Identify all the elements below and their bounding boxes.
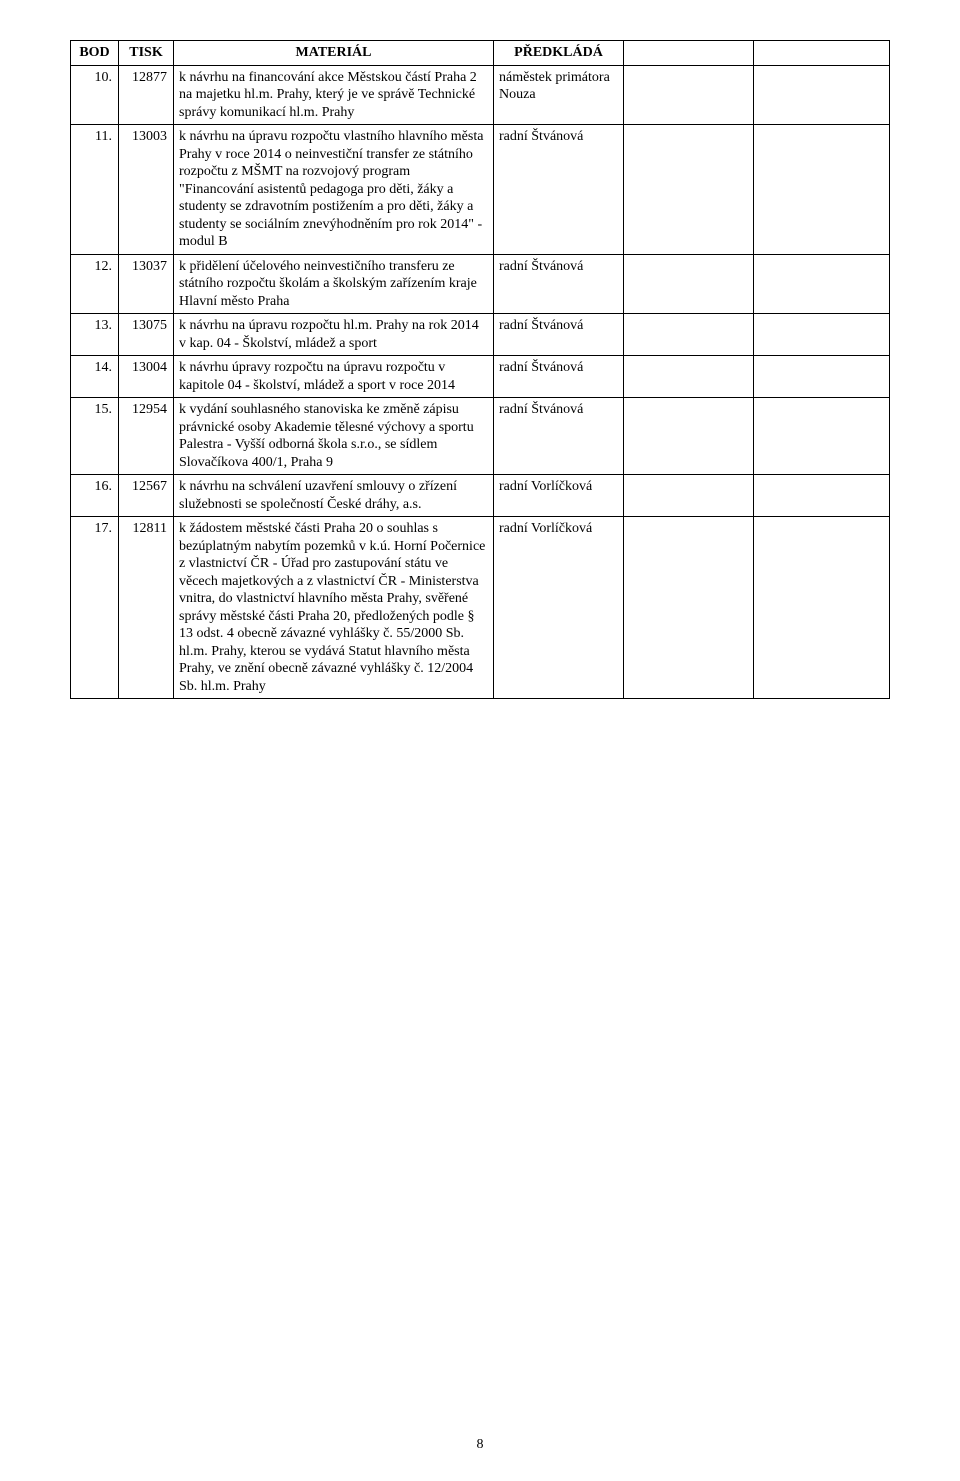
cell-empty	[754, 125, 890, 255]
col-header-tisk: TISK	[119, 41, 174, 66]
cell-material: k návrhu na financování akce Městskou čá…	[174, 65, 494, 125]
cell-material: k vydání souhlasného stanoviska ke změně…	[174, 398, 494, 475]
cell-tisk: 12811	[119, 517, 174, 699]
table-row: 14. 13004 k návrhu úpravy rozpočtu na úp…	[71, 356, 890, 398]
cell-tisk: 13004	[119, 356, 174, 398]
cell-empty	[624, 125, 754, 255]
cell-bod: 15.	[71, 398, 119, 475]
cell-bod: 13.	[71, 314, 119, 356]
cell-empty	[754, 254, 890, 314]
table-row: 11. 13003 k návrhu na úpravu rozpočtu vl…	[71, 125, 890, 255]
cell-empty	[754, 314, 890, 356]
cell-empty	[624, 65, 754, 125]
cell-tisk: 13003	[119, 125, 174, 255]
col-header-predklada: PŘEDKLÁDÁ	[494, 41, 624, 66]
cell-tisk: 13037	[119, 254, 174, 314]
cell-predklada: radní Štvánová	[494, 398, 624, 475]
cell-material: k návrhu na úpravu rozpočtu hl.m. Prahy …	[174, 314, 494, 356]
col-header-empty-1	[624, 41, 754, 66]
cell-predklada: radní Štvánová	[494, 356, 624, 398]
table-header-row: BOD TISK MATERIÁL PŘEDKLÁDÁ	[71, 41, 890, 66]
cell-predklada: náměstek primátora Nouza	[494, 65, 624, 125]
cell-empty	[624, 254, 754, 314]
cell-tisk: 12954	[119, 398, 174, 475]
cell-empty	[754, 398, 890, 475]
cell-empty	[754, 517, 890, 699]
cell-empty	[624, 475, 754, 517]
cell-material: k žádostem městské části Praha 20 o souh…	[174, 517, 494, 699]
cell-tisk: 12877	[119, 65, 174, 125]
agenda-table: BOD TISK MATERIÁL PŘEDKLÁDÁ 10. 12877 k …	[70, 40, 890, 699]
cell-bod: 16.	[71, 475, 119, 517]
table-row: 15. 12954 k vydání souhlasného stanovisk…	[71, 398, 890, 475]
cell-material: k návrhu úpravy rozpočtu na úpravu rozpo…	[174, 356, 494, 398]
cell-tisk: 12567	[119, 475, 174, 517]
cell-bod: 10.	[71, 65, 119, 125]
cell-predklada: radní Vorlíčková	[494, 475, 624, 517]
page-number: 8	[0, 1437, 960, 1453]
cell-material: k návrhu na schválení uzavření smlouvy o…	[174, 475, 494, 517]
col-header-material: MATERIÁL	[174, 41, 494, 66]
cell-bod: 12.	[71, 254, 119, 314]
cell-empty	[624, 398, 754, 475]
cell-material: k návrhu na úpravu rozpočtu vlastního hl…	[174, 125, 494, 255]
cell-bod: 17.	[71, 517, 119, 699]
table-row: 17. 12811 k žádostem městské části Praha…	[71, 517, 890, 699]
cell-predklada: radní Štvánová	[494, 254, 624, 314]
cell-empty	[624, 356, 754, 398]
cell-predklada: radní Štvánová	[494, 314, 624, 356]
cell-empty	[754, 65, 890, 125]
cell-bod: 14.	[71, 356, 119, 398]
cell-bod: 11.	[71, 125, 119, 255]
table-row: 16. 12567 k návrhu na schválení uzavření…	[71, 475, 890, 517]
cell-empty	[754, 356, 890, 398]
col-header-empty-2	[754, 41, 890, 66]
col-header-bod: BOD	[71, 41, 119, 66]
table-row: 10. 12877 k návrhu na financování akce M…	[71, 65, 890, 125]
cell-empty	[624, 517, 754, 699]
cell-material: k přidělení účelového neinvestičního tra…	[174, 254, 494, 314]
cell-predklada: radní Vorlíčková	[494, 517, 624, 699]
document-page: BOD TISK MATERIÁL PŘEDKLÁDÁ 10. 12877 k …	[0, 0, 960, 1481]
cell-empty	[754, 475, 890, 517]
cell-predklada: radní Štvánová	[494, 125, 624, 255]
table-row: 13. 13075 k návrhu na úpravu rozpočtu hl…	[71, 314, 890, 356]
table-row: 12. 13037 k přidělení účelového neinvest…	[71, 254, 890, 314]
cell-empty	[624, 314, 754, 356]
cell-tisk: 13075	[119, 314, 174, 356]
